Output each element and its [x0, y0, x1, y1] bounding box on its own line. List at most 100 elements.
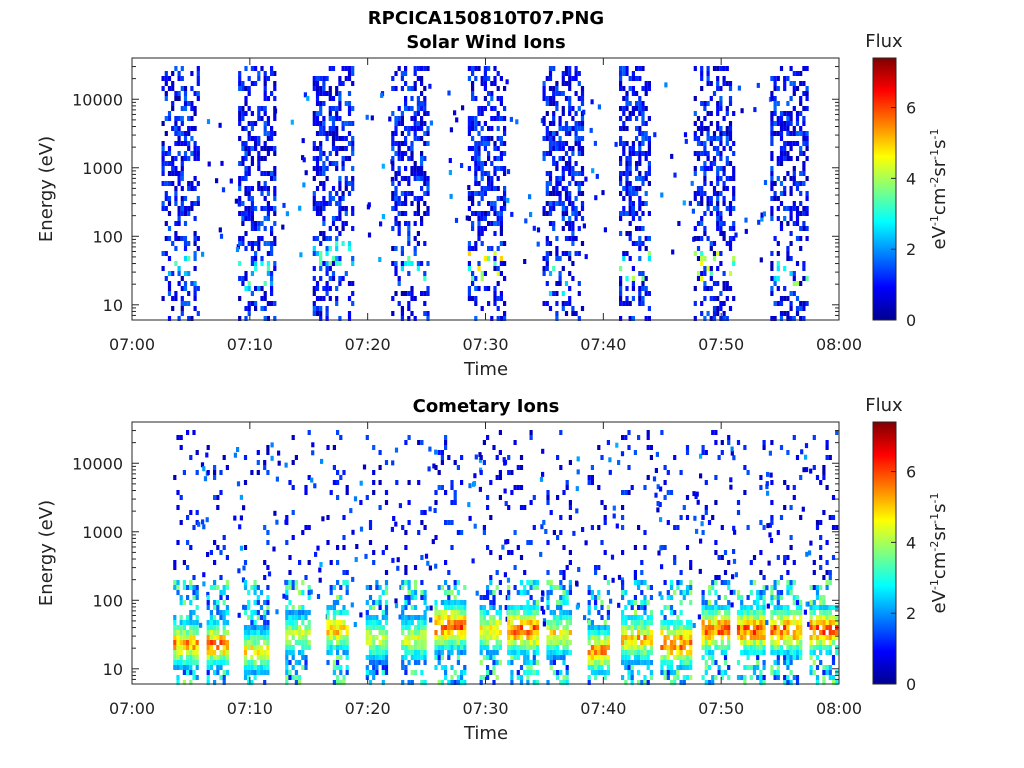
heatmap-cell [558, 116, 562, 121]
heatmap-cell [805, 91, 809, 96]
heatmap-cell [270, 171, 274, 176]
heatmap-cell [487, 256, 491, 261]
heatmap-cell [444, 520, 448, 525]
heatmap-cell [298, 680, 302, 685]
heatmap-cell [802, 266, 806, 271]
heatmap-cell [391, 557, 395, 563]
heatmap-cell [285, 515, 289, 520]
heatmap-cell [257, 106, 261, 111]
heatmap-cell [805, 276, 809, 281]
heatmap-cell [706, 156, 710, 161]
heatmap-cell [450, 625, 454, 630]
heatmap-cell [496, 316, 500, 321]
heatmap-cell [727, 435, 731, 440]
heatmap-cell [177, 116, 181, 121]
heatmap-cell [489, 620, 493, 625]
heatmap-cell [714, 610, 718, 615]
heatmap-cell [401, 655, 405, 660]
heatmap-cell [732, 176, 736, 181]
heatmap-cell [467, 126, 471, 131]
heatmap-cell [378, 650, 382, 655]
heatmap-cell [164, 131, 168, 136]
heatmap-cell [407, 590, 411, 595]
heatmap-cell [627, 650, 631, 655]
heatmap-cell [177, 271, 181, 276]
heatmap-cell [729, 477, 733, 483]
heatmap-cell [312, 86, 316, 91]
heatmap-cell [456, 610, 460, 615]
heatmap-cell [467, 246, 471, 251]
heatmap-cell [180, 86, 184, 91]
heatmap-cell [407, 620, 411, 625]
heatmap-cell [195, 630, 199, 635]
heatmap-cell [622, 96, 626, 101]
heatmap-cell [256, 585, 260, 590]
heatmap-cell [187, 271, 191, 276]
heatmap-cell [315, 186, 320, 191]
heatmap-cell [304, 170, 308, 176]
heatmap-cell [216, 505, 220, 510]
heatmap-cell [213, 470, 217, 475]
heatmap-cell [493, 231, 497, 236]
heatmap-cell [250, 221, 254, 226]
heatmap-cell [649, 610, 653, 615]
heatmap-cell [351, 301, 355, 306]
heatmap-cell [193, 291, 197, 296]
heatmap-cell [548, 76, 553, 81]
heatmap-cell [328, 276, 332, 281]
heatmap-cell [447, 570, 451, 575]
heatmap-cell [498, 555, 502, 560]
heatmap-cell [222, 455, 226, 460]
heatmap-cell [381, 650, 385, 655]
heatmap-cell [167, 116, 172, 121]
heatmap-cell [471, 276, 475, 281]
heatmap-cell [532, 645, 536, 650]
heatmap-cell [633, 660, 637, 665]
heatmap-cell [338, 106, 342, 111]
heatmap-cell [644, 246, 648, 251]
heatmap-cell [471, 96, 475, 101]
heatmap-cell [532, 640, 536, 645]
heatmap-cell [704, 450, 708, 455]
heatmap-cell [631, 186, 635, 191]
heatmap-cell [789, 156, 793, 161]
heatmap-cell [190, 186, 194, 191]
heatmap-cell [238, 236, 242, 241]
heatmap-cell [186, 670, 190, 675]
heatmap-cell [339, 585, 343, 590]
heatmap-cell [546, 605, 550, 610]
heatmap-cell [203, 476, 208, 482]
heatmap-cell [643, 605, 647, 610]
heatmap-cell [318, 567, 322, 573]
heatmap-cell [453, 580, 457, 585]
heatmap-cell [646, 430, 650, 435]
heatmap-cell [552, 655, 556, 660]
heatmap-cell [603, 620, 607, 625]
heatmap-cell [285, 640, 289, 645]
heatmap-cell [673, 620, 677, 625]
heatmap-cell [643, 630, 647, 635]
heatmap-cell [663, 640, 667, 645]
heatmap-cell [624, 490, 628, 495]
heatmap-cell [526, 645, 530, 650]
heatmap-cell [480, 176, 484, 181]
heatmap-cell [351, 186, 355, 191]
heatmap-cell [603, 640, 607, 645]
heatmap-cell [413, 650, 418, 655]
heatmap-cell [413, 116, 417, 121]
heatmap-cell [335, 261, 339, 266]
heatmap-cell [254, 66, 258, 71]
heatmap-cell [335, 286, 339, 291]
heatmap-cell [795, 221, 800, 226]
heatmap-cell [173, 475, 177, 480]
heatmap-cell [335, 296, 339, 301]
heatmap-cell [174, 91, 178, 96]
heatmap-cell [378, 585, 382, 590]
heatmap-cell [471, 126, 475, 131]
heatmap-cell [725, 156, 729, 161]
heatmap-cell [568, 201, 572, 206]
heatmap-cell [164, 236, 168, 241]
heatmap-cell [450, 600, 454, 605]
heatmap-cell [727, 635, 731, 640]
heatmap-cell [250, 301, 254, 306]
